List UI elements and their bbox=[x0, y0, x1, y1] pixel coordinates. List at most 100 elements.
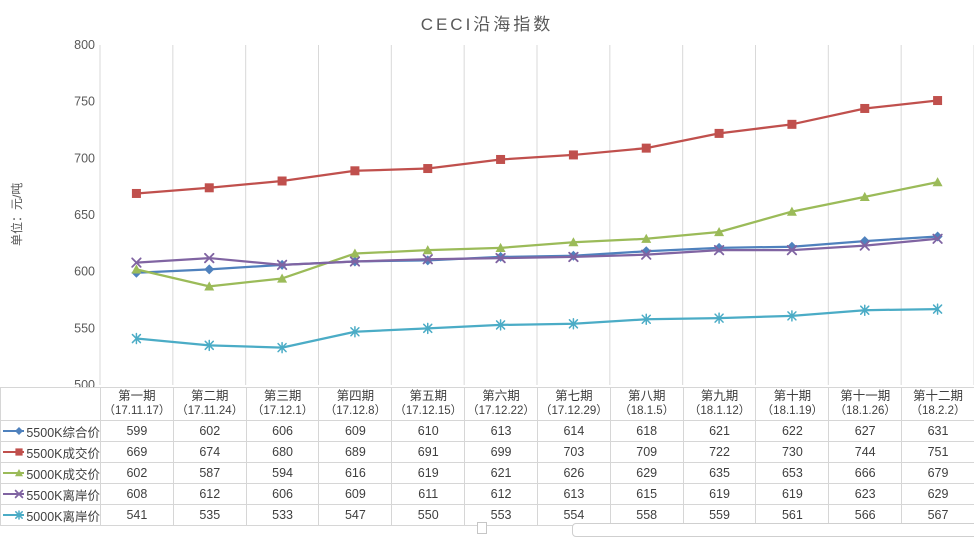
square-marker-icon bbox=[715, 129, 724, 138]
period-header-cell: 第二期（17.11.24） bbox=[173, 388, 246, 421]
period-name: 第十一期 bbox=[829, 389, 901, 404]
legend-key-diamond bbox=[2, 425, 24, 437]
value-cell: 616 bbox=[319, 463, 392, 484]
period-name: 第九期 bbox=[684, 389, 756, 404]
value-cell: 609 bbox=[319, 484, 392, 505]
period-header-cell: 第十二期（18.2.2） bbox=[902, 388, 974, 421]
value-cell: 610 bbox=[392, 421, 465, 442]
series-label: 5000K离岸价 bbox=[26, 506, 100, 525]
y-axis-tick-label: 750 bbox=[74, 95, 95, 109]
square-marker-icon bbox=[496, 155, 505, 164]
triangle-marker-icon bbox=[933, 177, 943, 186]
period-header-cell: 第六期（17.12.22） bbox=[465, 388, 538, 421]
square-marker-icon bbox=[205, 183, 214, 192]
period-header-cell: 第十一期（18.1.26） bbox=[829, 388, 902, 421]
value-cell: 666 bbox=[829, 463, 902, 484]
legend-key-asterisk bbox=[2, 509, 24, 521]
square-marker-icon bbox=[278, 177, 287, 186]
value-cell: 609 bbox=[319, 421, 392, 442]
legend-item: 5500K离岸价 bbox=[1, 484, 101, 505]
period-name: 第五期 bbox=[392, 389, 464, 404]
period-date: （18.2.2） bbox=[902, 404, 974, 419]
value-cell: 679 bbox=[902, 463, 974, 484]
value-cell: 553 bbox=[465, 505, 538, 526]
value-cell: 602 bbox=[173, 421, 246, 442]
y-axis-tick-label: 600 bbox=[74, 265, 95, 279]
legend-key-x bbox=[2, 488, 24, 500]
period-header-cell: 第十期（18.1.19） bbox=[756, 388, 829, 421]
legend-item: 5000K成交价 bbox=[1, 463, 101, 484]
value-cell: 535 bbox=[173, 505, 246, 526]
square-marker-icon bbox=[860, 104, 869, 113]
legend-item: 5500K综合价 bbox=[1, 421, 101, 442]
value-cell: 587 bbox=[173, 463, 246, 484]
value-cell: 611 bbox=[392, 484, 465, 505]
period-date: （17.12.22） bbox=[465, 404, 537, 419]
value-cell: 730 bbox=[756, 442, 829, 463]
period-name: 第十期 bbox=[756, 389, 828, 404]
period-date: （17.12.29） bbox=[538, 404, 610, 419]
value-cell: 669 bbox=[101, 442, 174, 463]
square-marker-icon bbox=[569, 150, 578, 159]
value-cell: 703 bbox=[537, 442, 610, 463]
chart-data-table: 第一期（17.11.17）第二期（17.11.24）第三期（17.12.1）第四… bbox=[0, 387, 974, 526]
value-cell: 618 bbox=[610, 421, 683, 442]
value-cell: 619 bbox=[756, 484, 829, 505]
series-label: 5500K离岸价 bbox=[26, 485, 100, 504]
value-cell: 622 bbox=[756, 421, 829, 442]
period-date: （18.1.19） bbox=[756, 404, 828, 419]
value-cell: 635 bbox=[683, 463, 756, 484]
period-name: 第四期 bbox=[319, 389, 391, 404]
y-axis-tick-label: 500 bbox=[74, 378, 95, 387]
square-marker-icon bbox=[787, 120, 796, 129]
value-cell: 619 bbox=[683, 484, 756, 505]
diamond-marker-icon bbox=[204, 264, 214, 274]
series-label: 5500K综合价 bbox=[26, 422, 100, 441]
legend-key-triangle bbox=[2, 467, 24, 479]
period-date: （18.1.5） bbox=[611, 404, 683, 419]
input-field-stub[interactable] bbox=[572, 523, 974, 537]
legend-key-square bbox=[2, 446, 24, 458]
value-cell: 699 bbox=[465, 442, 538, 463]
value-cell: 599 bbox=[101, 421, 174, 442]
value-cell: 631 bbox=[902, 421, 974, 442]
value-cell: 608 bbox=[101, 484, 174, 505]
value-cell: 613 bbox=[537, 484, 610, 505]
value-cell: 541 bbox=[101, 505, 174, 526]
period-name: 第十二期 bbox=[902, 389, 974, 404]
value-cell: 689 bbox=[319, 442, 392, 463]
value-cell: 606 bbox=[246, 484, 319, 505]
value-cell: 722 bbox=[683, 442, 756, 463]
period-name: 第二期 bbox=[174, 389, 246, 404]
legend-header-cell bbox=[1, 388, 101, 421]
period-name: 第三期 bbox=[247, 389, 319, 404]
period-header-cell: 第七期（17.12.29） bbox=[537, 388, 610, 421]
y-axis-tick-label: 550 bbox=[74, 321, 95, 335]
value-cell: 629 bbox=[610, 463, 683, 484]
period-date: （17.12.15） bbox=[392, 404, 464, 419]
series-label: 5000K成交价 bbox=[26, 464, 100, 483]
period-date: （17.11.17） bbox=[101, 404, 173, 419]
period-name: 第一期 bbox=[101, 389, 173, 404]
value-cell: 744 bbox=[829, 442, 902, 463]
period-header-cell: 第一期（17.11.17） bbox=[101, 388, 174, 421]
y-axis-tick-label: 650 bbox=[74, 208, 95, 222]
value-cell: 626 bbox=[537, 463, 610, 484]
period-date: （17.12.1） bbox=[247, 404, 319, 419]
diamond-marker-icon bbox=[15, 427, 23, 435]
value-cell: 615 bbox=[610, 484, 683, 505]
value-cell: 680 bbox=[246, 442, 319, 463]
value-cell: 550 bbox=[392, 505, 465, 526]
checkbox-stub[interactable] bbox=[477, 522, 487, 534]
value-cell: 621 bbox=[465, 463, 538, 484]
value-cell: 629 bbox=[902, 484, 974, 505]
y-axis-tick-label: 700 bbox=[74, 151, 95, 165]
square-marker-icon bbox=[933, 96, 942, 105]
period-date: （17.11.24） bbox=[174, 404, 246, 419]
legend-item: 5000K离岸价 bbox=[1, 505, 101, 526]
period-name: 第六期 bbox=[465, 389, 537, 404]
value-cell: 613 bbox=[465, 421, 538, 442]
y-axis-tick-label: 800 bbox=[74, 38, 95, 52]
